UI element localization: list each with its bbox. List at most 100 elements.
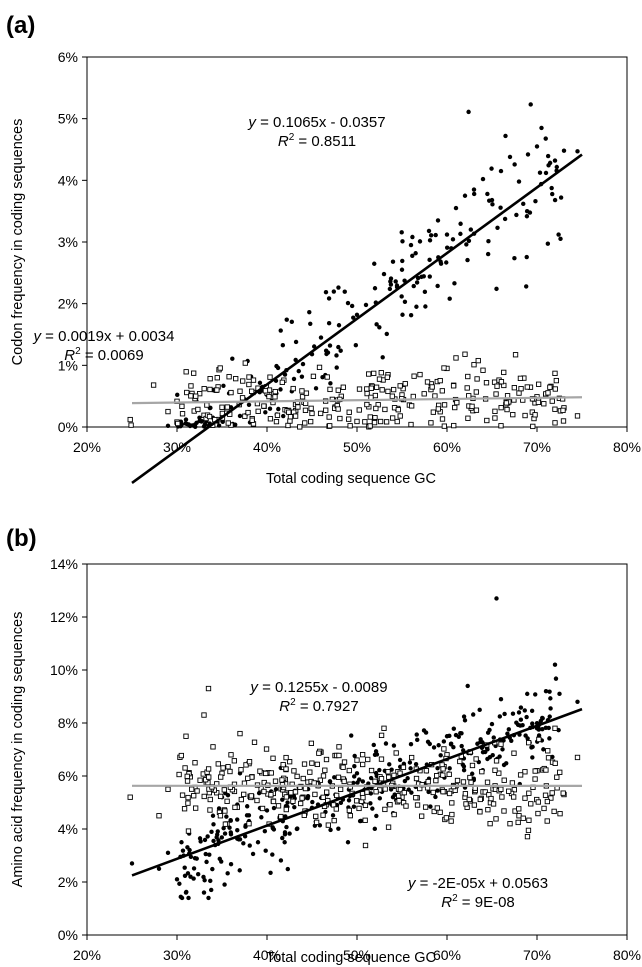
- open-square-point: [381, 725, 387, 731]
- open-square-point: [193, 805, 199, 811]
- open-square-point: [542, 792, 549, 798]
- y-tick-label: 4%: [58, 172, 78, 188]
- open-square-point: [240, 378, 246, 384]
- filled-point: [368, 791, 374, 796]
- open-square-point: [346, 416, 352, 422]
- filled-point: [547, 714, 552, 719]
- open-square-point: [188, 383, 194, 389]
- filled-point: [448, 742, 454, 747]
- filled-point: [406, 787, 411, 792]
- filled-point: [409, 790, 414, 795]
- filled-point: [419, 274, 424, 280]
- filled-point: [575, 699, 580, 704]
- open-square-point: [297, 424, 303, 430]
- open-square-point: [414, 802, 421, 808]
- open-square-point: [356, 805, 362, 812]
- open-square-point: [545, 390, 551, 396]
- open-square-point: [290, 385, 296, 392]
- filled-point: [438, 753, 443, 758]
- filled-point: [368, 801, 373, 806]
- open-square-point: [522, 795, 528, 801]
- filled-point: [399, 294, 404, 299]
- filled-point: [216, 806, 222, 811]
- open-square-point: [272, 778, 279, 784]
- filled-point: [230, 356, 235, 361]
- open-square-point: [217, 793, 224, 800]
- filled-point: [522, 708, 527, 713]
- open-square-point: [498, 786, 504, 792]
- open-square-point: [390, 386, 397, 393]
- open-square-point: [327, 423, 333, 429]
- open-square-point: [183, 369, 189, 375]
- open-square-point: [413, 794, 419, 801]
- open-square-point: [469, 403, 475, 410]
- open-square-point: [347, 813, 353, 819]
- open-square-point: [297, 800, 304, 807]
- filled-point: [177, 881, 182, 886]
- open-square-point: [373, 384, 380, 390]
- open-square-point: [346, 807, 353, 814]
- open-square-point: [471, 362, 477, 368]
- open-square-point: [504, 406, 510, 413]
- filled-point: [267, 406, 273, 411]
- open-square-point: [378, 370, 384, 376]
- open-square-point: [302, 785, 309, 792]
- open-square-point: [272, 388, 278, 395]
- open-square-point: [560, 790, 566, 796]
- open-square-point: [367, 423, 373, 429]
- filled-point: [211, 838, 216, 844]
- filled-point: [292, 804, 297, 810]
- open-square-point: [473, 407, 480, 413]
- filled-point: [227, 825, 232, 830]
- open-square-point: [239, 395, 246, 401]
- open-square-point: [473, 756, 479, 762]
- filled-point: [377, 767, 382, 773]
- filled-point: [284, 824, 289, 830]
- open-square-point: [336, 744, 342, 750]
- open-square-point: [362, 842, 369, 849]
- open-square-point: [191, 793, 197, 799]
- open-square-point: [516, 806, 522, 812]
- open-square-point: [275, 803, 282, 809]
- open-square-point: [397, 383, 403, 389]
- open-square-point: [382, 406, 388, 413]
- open-square-point: [516, 390, 522, 396]
- open-square-point: [454, 399, 460, 406]
- filled-point: [284, 317, 289, 322]
- filled-point: [465, 257, 470, 263]
- open-square-point: [248, 388, 255, 394]
- filled-point: [318, 335, 324, 340]
- filled-point: [427, 741, 432, 747]
- filled-point: [216, 423, 222, 428]
- filled-point: [414, 304, 419, 309]
- r-squared-symbol: R: [64, 347, 75, 364]
- open-square-point: [368, 385, 375, 391]
- open-square-point: [524, 384, 530, 390]
- filled-point: [427, 257, 432, 263]
- open-square-point: [347, 423, 353, 429]
- open-square-point: [552, 760, 558, 766]
- x-axis-title: Total coding sequence GC: [266, 471, 436, 487]
- filled-point: [427, 238, 433, 243]
- filled-point: [184, 421, 189, 427]
- open-square-point: [237, 388, 243, 394]
- open-square-point: [371, 370, 377, 377]
- filled-point: [355, 780, 360, 785]
- open-square-point: [483, 380, 490, 386]
- filled-point: [530, 744, 535, 750]
- open-square-point: [356, 407, 362, 413]
- filled-point: [483, 749, 488, 755]
- open-square-point: [529, 409, 535, 415]
- open-square-point: [326, 414, 332, 420]
- x-tick-label: 60%: [433, 439, 461, 455]
- open-square-point: [262, 388, 269, 394]
- open-square-point: [440, 772, 446, 778]
- filled-point: [270, 852, 275, 857]
- filled-point: [451, 745, 456, 750]
- open-square-point: [517, 375, 524, 381]
- open-square-point: [535, 810, 541, 817]
- open-square-point: [446, 790, 453, 797]
- open-square-point: [311, 780, 317, 786]
- filled-point: [281, 413, 286, 419]
- open-square-point: [217, 813, 224, 819]
